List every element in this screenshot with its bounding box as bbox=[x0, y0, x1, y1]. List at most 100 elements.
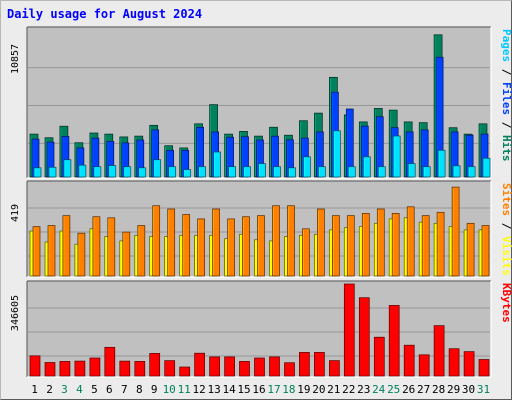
y-max-label: 419 bbox=[10, 204, 21, 222]
bar-pages-day-29 bbox=[452, 165, 461, 178]
bar-sites-day-24 bbox=[376, 208, 385, 277]
bar-sites-day-17 bbox=[272, 205, 280, 277]
bar-pages-day-9 bbox=[153, 159, 162, 178]
bar-sites-day-14 bbox=[227, 218, 235, 277]
bar-sites-day-22 bbox=[346, 215, 355, 277]
bar-sites-day-4 bbox=[77, 232, 86, 277]
x-label-day-4: 4 bbox=[76, 383, 83, 396]
legend-part: / bbox=[500, 216, 512, 236]
bar-kbytes-day-2 bbox=[44, 362, 56, 377]
x-label-day-10: 10 bbox=[163, 383, 176, 396]
legend-part: / bbox=[500, 115, 512, 135]
bar-kbytes-day-15 bbox=[239, 361, 250, 377]
panel-middle: 419 Sites / Visits bbox=[10, 180, 512, 278]
bar-kbytes-day-29 bbox=[448, 348, 460, 377]
bar-pages-day-10 bbox=[168, 166, 177, 178]
legend-part: / bbox=[500, 62, 512, 82]
bar-pages-day-21 bbox=[333, 130, 341, 178]
x-label-day-11: 11 bbox=[178, 383, 191, 396]
bar-sites-day-25 bbox=[391, 213, 400, 277]
bar-sites-day-23 bbox=[361, 213, 370, 277]
bar-kbytes-day-14 bbox=[224, 356, 235, 377]
bar-kbytes-day-16 bbox=[254, 357, 265, 377]
legend-part: Visits bbox=[500, 236, 512, 276]
legend-part: Hits bbox=[500, 135, 512, 162]
legend-part: KBytes bbox=[500, 283, 512, 323]
x-label-day-8: 8 bbox=[136, 383, 143, 396]
bar-sites-day-18 bbox=[287, 205, 295, 277]
bar-pages-day-18 bbox=[288, 167, 296, 178]
legend-part: Sites bbox=[500, 183, 512, 216]
bar-sites-day-5 bbox=[92, 216, 101, 277]
bar-sites-day-21 bbox=[332, 215, 340, 277]
x-label-day-13: 13 bbox=[207, 383, 220, 396]
x-label-day-24: 24 bbox=[372, 383, 386, 396]
bar-kbytes-day-7 bbox=[119, 360, 131, 377]
bar-pages-day-5 bbox=[93, 166, 102, 178]
bar-pages-day-19 bbox=[303, 156, 311, 178]
x-label-day-21: 21 bbox=[327, 383, 340, 396]
bar-pages-day-8 bbox=[138, 167, 147, 178]
bar-pages-day-2 bbox=[48, 166, 57, 178]
bar-sites-day-27 bbox=[421, 215, 430, 277]
bar-pages-day-4 bbox=[78, 164, 87, 178]
bar-pages-day-14 bbox=[228, 166, 236, 178]
bar-sites-day-31 bbox=[481, 225, 490, 277]
x-label-day-6: 6 bbox=[106, 383, 113, 396]
legend-part: Pages bbox=[500, 29, 512, 62]
x-label-day-15: 15 bbox=[237, 383, 250, 396]
bar-pages-day-7 bbox=[123, 166, 132, 178]
bar-kbytes-day-3 bbox=[59, 361, 71, 377]
x-label-day-14: 14 bbox=[222, 383, 236, 396]
series-legend-label: Sites / Visits bbox=[500, 183, 512, 276]
y-max-label: 346605 bbox=[10, 295, 21, 331]
bar-pages-day-30 bbox=[467, 166, 476, 178]
bar-sites-day-29 bbox=[451, 186, 460, 277]
bar-pages-day-6 bbox=[108, 165, 117, 178]
bar-sites-day-2 bbox=[47, 225, 56, 277]
bar-pages-day-31 bbox=[482, 157, 491, 178]
bar-sites-day-10 bbox=[167, 208, 176, 277]
bar-sites-day-9 bbox=[152, 205, 161, 277]
bar-sites-day-8 bbox=[137, 225, 146, 277]
bar-pages-day-27 bbox=[422, 166, 431, 178]
bar-kbytes-day-12 bbox=[194, 352, 205, 377]
x-label-day-29: 29 bbox=[447, 383, 460, 396]
x-label-day-23: 23 bbox=[357, 383, 370, 396]
bar-kbytes-day-27 bbox=[418, 354, 430, 377]
bar-pages-day-26 bbox=[407, 163, 416, 178]
bar-sites-day-12 bbox=[197, 218, 205, 277]
bar-pages-day-25 bbox=[392, 135, 401, 178]
bar-sites-day-28 bbox=[436, 211, 445, 277]
legend-part: Files bbox=[500, 82, 512, 115]
bar-sites-day-19 bbox=[302, 228, 310, 277]
bar-pages-day-16 bbox=[258, 163, 266, 178]
x-label-day-19: 19 bbox=[297, 383, 310, 396]
bar-sites-day-3 bbox=[62, 215, 71, 277]
bar-sites-day-20 bbox=[317, 208, 325, 277]
bar-kbytes-day-4 bbox=[74, 360, 86, 377]
bar-kbytes-day-13 bbox=[209, 356, 220, 377]
x-label-day-18: 18 bbox=[282, 383, 295, 396]
bar-kbytes-day-22 bbox=[343, 283, 355, 377]
bar-sites-day-6 bbox=[107, 217, 116, 277]
bar-kbytes-day-17 bbox=[269, 356, 280, 377]
bar-pages-day-24 bbox=[377, 166, 386, 178]
bar-pages-day-12 bbox=[198, 166, 206, 178]
bar-pages-day-13 bbox=[213, 151, 221, 178]
bar-pages-day-3 bbox=[63, 159, 72, 178]
x-label-day-22: 22 bbox=[342, 383, 355, 396]
x-label-day-26: 26 bbox=[402, 383, 415, 396]
bar-kbytes-day-18 bbox=[284, 362, 295, 377]
x-label-day-20: 20 bbox=[312, 383, 325, 396]
x-axis-labels: 1 2 3 4 5 6 7 8 9 10 11 12 13 14 15 16 17 18 19 20 21 22 23 24 2… bbox=[31, 383, 490, 396]
bar-kbytes-day-20 bbox=[314, 352, 325, 377]
bar-kbytes-day-1 bbox=[29, 355, 41, 377]
chart-title: Daily usage for August 2024 bbox=[7, 7, 202, 21]
bar-sites-day-11 bbox=[182, 214, 191, 277]
x-label-day-1: 1 bbox=[31, 383, 38, 396]
bar-kbytes-day-28 bbox=[433, 325, 445, 377]
chart-panels: 10857 Pages / Files / Hits 419 Sites / Visi… bbox=[10, 26, 512, 378]
bar-kbytes-day-30 bbox=[463, 351, 475, 377]
bar-kbytes-day-23 bbox=[358, 297, 370, 377]
